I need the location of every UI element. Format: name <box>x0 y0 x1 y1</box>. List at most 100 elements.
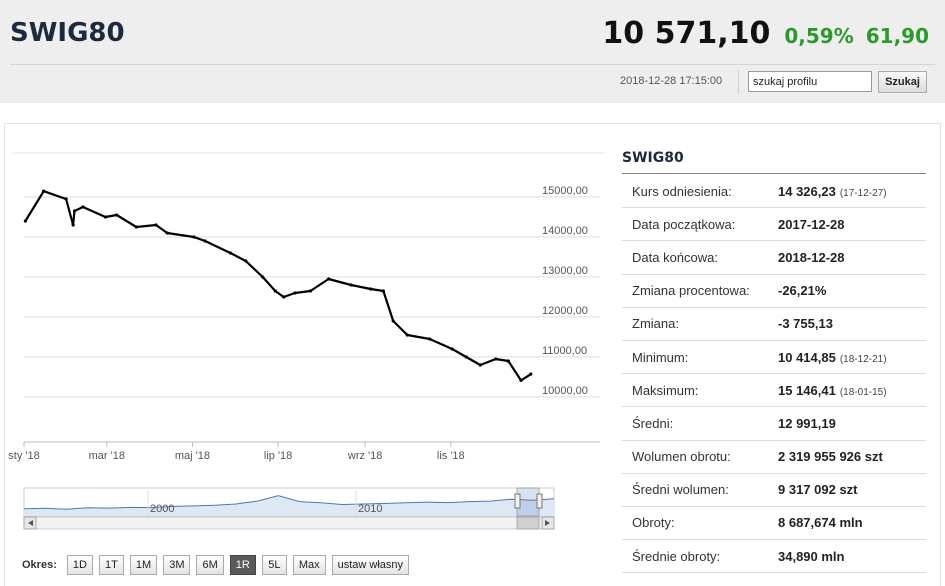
price-point <box>369 287 373 291</box>
info-value-text: 8 687,674 mln <box>778 515 863 531</box>
y-tick-label: 14000,00 <box>542 225 588 237</box>
info-row-value: -26,21% <box>778 283 826 298</box>
info-value-text: 2 319 955 926 szt <box>778 449 883 465</box>
info-row-value: 12 991,19 <box>778 416 836 431</box>
period-button[interactable]: 1M <box>129 555 158 575</box>
price-point <box>327 277 331 281</box>
info-row-label: Obroty: <box>632 515 675 531</box>
x-tick-label: mar '18 <box>89 450 125 462</box>
info-title: SWIG80 <box>622 150 684 166</box>
price-point <box>494 357 498 361</box>
info-value-text: 15 146,41 <box>778 382 836 398</box>
price-point <box>308 289 312 293</box>
price-block: 10 571,10 0,59% 61,90 <box>602 16 929 51</box>
price-point <box>428 337 432 341</box>
info-value-date: (17-12-27) <box>839 187 887 199</box>
search-button[interactable]: Szukaj <box>878 71 927 93</box>
y-tick-label: 10000,00 <box>542 385 588 397</box>
last-price: 10 571,10 <box>602 16 771 51</box>
price-series-line <box>24 190 532 382</box>
navigator-handle[interactable] <box>514 493 521 509</box>
info-row-label: Zmiana: <box>632 316 679 332</box>
price-point <box>519 378 523 382</box>
price-point <box>71 223 75 227</box>
navigator-handle[interactable] <box>536 493 543 509</box>
price-point <box>23 219 28 223</box>
price-point <box>391 319 395 323</box>
x-tick-label: wrz '18 <box>347 450 383 462</box>
info-divider <box>622 173 926 174</box>
info-value-date: (18-12-21) <box>839 353 887 365</box>
x-tick-label: lis '18 <box>437 450 465 462</box>
info-value-text: -26,21% <box>778 283 827 299</box>
x-tick-label: lip '18 <box>264 450 292 462</box>
price-point <box>282 295 286 299</box>
info-value-text: 2018-12-28 <box>778 249 845 265</box>
price-chart[interactable]: 15000,00 14000,00 13000,00 12000,00 11000,00… <box>0 0 612 586</box>
price-point <box>81 205 85 209</box>
navigator-area <box>24 495 554 516</box>
info-row-value: -3 755,13 <box>778 316 833 331</box>
info-table: Kurs odniesienia: 14 326,23 (17-12-27) Data… <box>622 175 926 574</box>
info-row-label: Średni wolumen: <box>632 482 729 498</box>
x-tick-label: maj '18 <box>175 450 210 462</box>
info-row-value: 14 326,23 (17-12-27) <box>778 184 887 199</box>
period-button[interactable]: Max <box>292 555 326 575</box>
price-point <box>134 225 138 229</box>
y-tick-label: 12000,00 <box>542 305 588 317</box>
change-absolute: 61,90 <box>865 24 929 48</box>
price-point <box>228 251 232 255</box>
info-row-value: 2 319 955 926 szt <box>778 449 883 464</box>
index-symbol: SWIG80 <box>10 18 125 48</box>
info-row-label: Data końcowa: <box>632 249 718 265</box>
price-point <box>165 231 169 235</box>
price-point <box>381 289 385 293</box>
arrow-left-icon <box>28 520 33 526</box>
info-row: Data początkowa: 2017-12-28 <box>622 208 926 242</box>
info-value-text: 14 326,23 <box>778 183 836 199</box>
info-row-label: Kurs odniesienia: <box>632 183 732 199</box>
price-point <box>293 291 297 295</box>
info-row: Średnie obroty: 34,890 mln <box>622 540 926 574</box>
navigator-line <box>23 495 555 510</box>
price-point <box>103 215 108 219</box>
price-point <box>506 359 510 363</box>
y-tick-label: 11000,00 <box>542 345 587 357</box>
period-button[interactable]: 1D <box>66 555 93 575</box>
info-row-label: Średni: <box>632 415 674 431</box>
price-point <box>154 223 158 227</box>
info-row-label: Wolumen obrotu: <box>632 449 731 465</box>
price-point <box>405 333 409 337</box>
info-row: Zmiana procentowa: -26,21% <box>622 275 926 308</box>
info-row: Średni wolumen: 9 317 092 szt <box>622 474 926 507</box>
price-point <box>261 275 265 279</box>
scrollbar-thumb[interactable] <box>516 516 540 530</box>
info-row-label: Średnie obroty: <box>632 548 721 564</box>
period-button[interactable]: 5L <box>261 555 287 575</box>
quote-timestamp: 2018-12-28 17:15:00 <box>620 75 723 87</box>
period-button[interactable]: 1R <box>229 555 256 575</box>
info-row-label: Minimum: <box>632 349 689 365</box>
info-row: Wolumen obrotu: 2 319 955 926 szt <box>622 441 926 474</box>
price-point <box>478 363 482 367</box>
info-row-value: 34,890 mln <box>778 549 845 564</box>
x-tick-label: sty '18 <box>8 450 39 462</box>
search-profile-input[interactable] <box>748 71 872 92</box>
price-point <box>203 239 207 243</box>
info-row-value: 10 414,85 (18-12-21) <box>778 350 887 365</box>
period-button[interactable]: 6M <box>196 555 224 575</box>
arrow-right-icon <box>545 520 550 526</box>
info-row-value: 9 317 092 szt <box>778 482 858 497</box>
info-value-text: 9 317 092 szt <box>778 482 858 498</box>
period-label: Okres: <box>22 559 57 571</box>
info-row: Obroty: 8 687,674 mln <box>622 507 926 541</box>
info-row-label: Data początkowa: <box>632 216 736 232</box>
info-row-label: Zmiana procentowa: <box>632 283 750 299</box>
price-point <box>64 197 68 201</box>
price-point <box>115 213 119 217</box>
header-separator <box>738 70 739 94</box>
period-button[interactable]: 1T <box>98 555 124 575</box>
period-button[interactable]: 3M <box>163 555 191 575</box>
period-button[interactable]: ustaw własny <box>331 555 410 575</box>
price-point <box>273 289 277 293</box>
